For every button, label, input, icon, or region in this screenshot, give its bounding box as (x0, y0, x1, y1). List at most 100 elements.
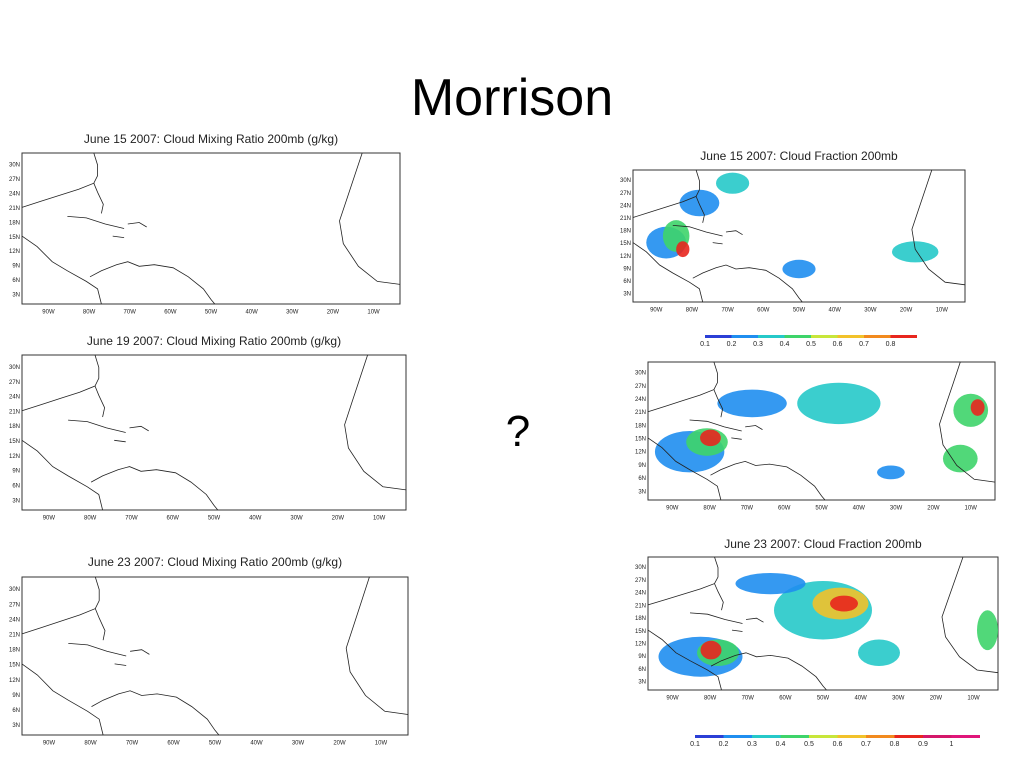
lon-label: 90W (666, 696, 679, 702)
lon-label: 30W (290, 516, 303, 522)
lat-label: 27N (620, 191, 631, 197)
colorbar-label: 1 (950, 741, 954, 748)
lat-label: 21N (635, 410, 646, 416)
lon-label: 20W (332, 516, 345, 522)
coastline (713, 389, 724, 418)
coastline (714, 583, 724, 611)
coastline (90, 466, 219, 511)
lon-label: 80W (703, 506, 716, 512)
lon-label: 40W (853, 506, 866, 512)
lon-label: 90W (650, 308, 663, 314)
cloud-area (877, 465, 905, 480)
colorbar-label: 0.2 (719, 741, 729, 748)
coastline (647, 437, 722, 501)
coastline (93, 183, 104, 214)
coastline (695, 196, 705, 223)
lat-label: 12N (9, 454, 20, 460)
panel-title: June 19 2007: Cloud Mixing Ratio 200mb (… (87, 334, 341, 348)
coastline (632, 169, 700, 218)
lat-label: 30N (9, 587, 20, 593)
colorbar-label: 0.4 (776, 741, 786, 748)
colorbar-segment (837, 335, 864, 338)
lat-label: 27N (635, 578, 646, 584)
colorbar-label: 0.6 (833, 341, 843, 348)
lat-label: 21N (635, 603, 646, 609)
lat-label: 18N (635, 616, 646, 622)
coastline (941, 556, 999, 674)
lon-label: 20W (930, 696, 943, 702)
lat-label: 6N (623, 279, 631, 285)
slide-title: Morrison (411, 69, 613, 127)
lat-label: 15N (9, 663, 20, 669)
colorbar-segment (780, 735, 809, 738)
lon-label: 50W (205, 310, 218, 316)
lon-label: 70W (125, 516, 138, 522)
coastline (647, 556, 719, 606)
lat-label: 6N (638, 667, 646, 673)
colorbar-label: 0.3 (747, 741, 757, 748)
lon-label: 70W (124, 310, 137, 316)
coastline (692, 264, 803, 303)
lon-label: 90W (43, 516, 56, 522)
lon-label: 40W (249, 516, 262, 522)
lon-label: 50W (817, 696, 830, 702)
coastline (21, 576, 100, 635)
lon-label: 30W (890, 506, 903, 512)
lat-label: 15N (620, 241, 631, 247)
lat-label: 21N (620, 216, 631, 222)
lat-label: 24N (620, 203, 631, 209)
lon-label: 30W (292, 741, 305, 747)
cloud-area (977, 610, 998, 651)
colorbar-label: 0.6 (833, 741, 843, 748)
coastline (672, 225, 723, 237)
lat-label: 21N (9, 409, 20, 415)
coastline (94, 385, 106, 418)
lon-label: 50W (209, 741, 222, 747)
lat-label: 24N (9, 617, 20, 623)
coastline (339, 152, 401, 285)
coastline (114, 439, 126, 443)
panel-title: June 15 2007: Cloud Fraction 200mb (700, 149, 898, 163)
lon-label: 40W (829, 308, 842, 314)
lat-label: 24N (635, 397, 646, 403)
coastline (745, 425, 763, 430)
lon-label: 50W (815, 506, 828, 512)
lat-label: 27N (635, 384, 646, 390)
cloud-area (700, 429, 721, 447)
colorbar-segment (723, 735, 752, 738)
lon-label: 60W (778, 506, 791, 512)
colorbar-segment (894, 735, 923, 738)
lon-label: 50W (208, 516, 221, 522)
coastline (710, 460, 826, 501)
lat-label: 30N (9, 365, 20, 371)
lat-label: 30N (635, 371, 646, 377)
lat-label: 3N (638, 489, 646, 495)
lon-label: 40W (854, 696, 867, 702)
coastline (127, 222, 147, 228)
lat-label: 18N (9, 220, 20, 226)
lat-label: 3N (12, 723, 20, 729)
colorbar-segment (705, 335, 732, 338)
lat-label: 15N (635, 437, 646, 443)
colorbar-label: 0.7 (859, 341, 869, 348)
colorbar-segment (731, 335, 758, 338)
coastline (114, 663, 127, 666)
lat-label: 6N (12, 278, 20, 284)
lon-label: 40W (245, 310, 258, 316)
lat-label: 27N (9, 602, 20, 608)
panel-title: June 23 2007: Cloud Mixing Ratio 200mb (… (88, 555, 342, 569)
coastline (647, 361, 718, 413)
coastline (21, 663, 104, 736)
cloud-area (700, 640, 722, 660)
lon-label: 90W (43, 741, 56, 747)
lon-label: 60W (779, 696, 792, 702)
lon-label: 30W (892, 696, 905, 702)
lon-label: 10W (965, 506, 978, 512)
coastline (91, 690, 220, 736)
coastline (689, 419, 742, 432)
lat-label: 3N (12, 498, 20, 504)
colorbar-segment (866, 735, 895, 738)
coastline (647, 629, 722, 691)
panel-title: June 23 2007: Cloud Fraction 200mb (724, 537, 922, 551)
map-frame (21, 576, 409, 736)
